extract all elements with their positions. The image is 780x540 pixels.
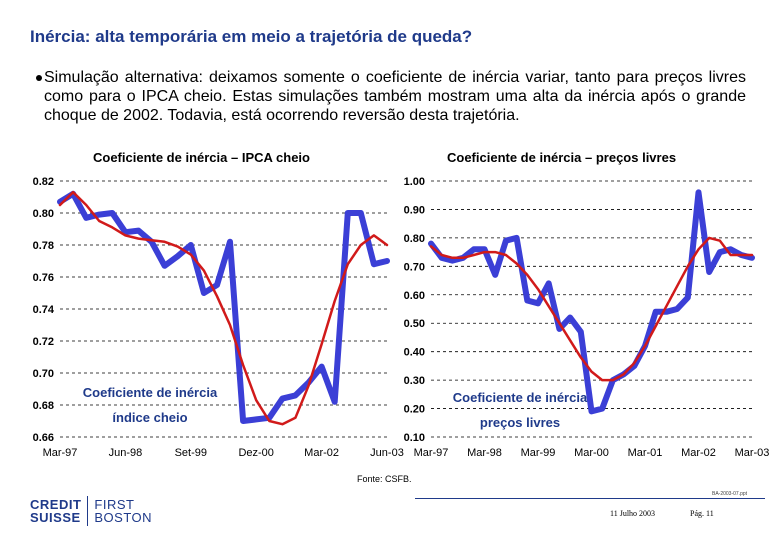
- chart-1-annotation-line-1: Coeficiente de inércia: [83, 385, 218, 400]
- chart-1-annotation-line-2: índice cheio: [112, 410, 187, 425]
- chart-2-series-estimated-line: [428, 189, 755, 415]
- chart-2-series-smoothed-line: [429, 236, 754, 382]
- page-title: Inércia: alta temporária em meio a traje…: [30, 27, 473, 46]
- chart-1-y-tick-label: 0.82: [33, 176, 54, 188]
- page-number: Pág. 11: [690, 509, 714, 518]
- chart-2-annotation-line-2: preços livres: [480, 415, 560, 430]
- chart-2-y-tick-label: 0.10: [404, 432, 425, 444]
- chart-2-x-tick-label: Mar-97: [414, 447, 449, 459]
- chart-2-y-tick-label: 0.70: [404, 261, 425, 273]
- chart-1-x-tick-label: Dez-00: [238, 447, 273, 459]
- credit-suisse-first-boston-logo: CREDIT SUISSE FIRST BOSTON: [30, 494, 152, 528]
- chart-1-y-tick-label: 0.80: [33, 208, 54, 220]
- chart-2-y-tick-label: 1.00: [404, 176, 425, 188]
- footer-date: 11 Julho 2003: [610, 509, 656, 518]
- bullet-dot-icon: [36, 75, 42, 81]
- logo-left: CREDIT SUISSE: [30, 498, 81, 524]
- chart-1-y-tick-label: 0.72: [33, 336, 54, 348]
- logo-suisse: SUISSE: [30, 510, 81, 525]
- chart-2-x-tick-label: Mar-00: [574, 447, 609, 459]
- chart-1-y-tick-label: 0.78: [33, 240, 54, 252]
- chart-2-y-tick-label: 0.20: [404, 404, 425, 416]
- chart-2-x-tick-label: Mar-98: [467, 447, 502, 459]
- chart-1-y-tick-label: 0.70: [33, 368, 54, 380]
- logo-boston: BOSTON: [94, 510, 153, 525]
- chart-1-x-tick-label: Mar-97: [43, 447, 78, 459]
- chart-1-x-tick-label: Set-99: [175, 447, 207, 459]
- chart-2-y-tick-label: 0.50: [404, 318, 425, 330]
- document-reference: BA-2003-07.ppt: [712, 491, 748, 497]
- logo-first: FIRST: [94, 497, 135, 512]
- chart-2-y-tick-label: 0.30: [404, 375, 425, 387]
- chart-2-annotation-line-1: Coeficiente de inércia: [453, 390, 588, 405]
- source-note: Fonte: CSFB.: [357, 474, 412, 484]
- footer-rule: [415, 498, 765, 499]
- chart-2-x-tick-label: Mar-02: [681, 447, 716, 459]
- chart-1-x-tick-label: Mar-02: [304, 447, 339, 459]
- chart-2-y-tick-label: 0.60: [404, 290, 425, 302]
- chart-2-y-tick-label: 0.80: [404, 233, 425, 245]
- chart-2-title: Coeficiente de inércia – preços livres: [447, 150, 677, 165]
- chart-1-y-tick-label: 0.74: [33, 304, 55, 316]
- logo-separator: [87, 496, 89, 526]
- logo-right: FIRST BOSTON: [94, 498, 152, 524]
- chart-1-series-estimated-line: [57, 190, 390, 424]
- chart-2-x-tick-label: Mar-01: [628, 447, 663, 459]
- logo-credit: CREDIT: [30, 497, 82, 512]
- chart-2-y-tick-label: 0.40: [404, 347, 425, 359]
- chart-1-x-tick-label: Jun-03: [370, 447, 404, 459]
- chart-1-series-smoothed-line: [58, 190, 389, 426]
- chart-2-y-tick-label: 0.90: [404, 204, 425, 216]
- chart-1-y-tick-label: 0.66: [33, 432, 54, 444]
- bullet-point: Simulação alternativa: deixamos somente …: [36, 68, 746, 125]
- chart-2-x-tick-label: Mar-03: [735, 447, 770, 459]
- chart-1-title: Coeficiente de inércia – IPCA cheio: [93, 150, 310, 165]
- chart-1-y-tick-label: 0.68: [33, 400, 54, 412]
- chart-1-y-tick-label: 0.76: [33, 272, 54, 284]
- chart-2-x-tick-label: Mar-99: [521, 447, 556, 459]
- chart-1-x-tick-label: Jun-98: [109, 447, 143, 459]
- bullet-text: Simulação alternativa: deixamos somente …: [44, 69, 746, 124]
